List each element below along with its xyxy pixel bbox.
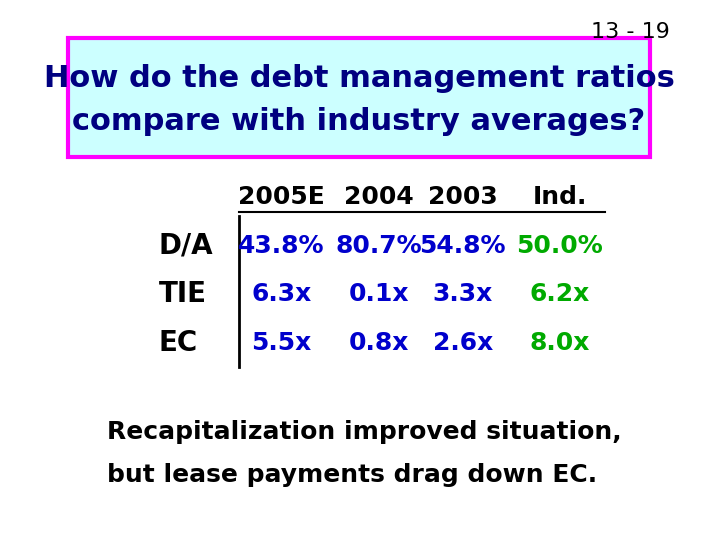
Text: 0.1x: 0.1x <box>348 282 409 306</box>
Text: 54.8%: 54.8% <box>419 234 506 258</box>
Text: How do the debt management ratios: How do the debt management ratios <box>44 64 675 93</box>
Text: 80.7%: 80.7% <box>336 234 422 258</box>
Text: TIE: TIE <box>158 280 207 308</box>
Text: 6.2x: 6.2x <box>530 282 590 306</box>
Text: 43.8%: 43.8% <box>238 234 325 258</box>
Text: 5.5x: 5.5x <box>251 331 312 355</box>
Text: 8.0x: 8.0x <box>529 331 590 355</box>
Text: compare with industry averages?: compare with industry averages? <box>73 107 646 136</box>
Text: Ind.: Ind. <box>533 185 587 209</box>
Text: 3.3x: 3.3x <box>433 282 492 306</box>
Text: but lease payments drag down EC.: but lease payments drag down EC. <box>107 463 597 487</box>
Text: 6.3x: 6.3x <box>251 282 312 306</box>
Text: 2003: 2003 <box>428 185 498 209</box>
Text: Recapitalization improved situation,: Recapitalization improved situation, <box>107 420 621 444</box>
Text: 50.0%: 50.0% <box>516 234 603 258</box>
Text: 0.8x: 0.8x <box>348 331 409 355</box>
Text: D/A: D/A <box>158 232 213 260</box>
Text: 2004: 2004 <box>343 185 413 209</box>
Text: 2.6x: 2.6x <box>433 331 492 355</box>
FancyBboxPatch shape <box>68 38 650 157</box>
Text: 13 - 19: 13 - 19 <box>591 22 670 42</box>
Text: 2005E: 2005E <box>238 185 325 209</box>
Text: EC: EC <box>158 329 198 357</box>
